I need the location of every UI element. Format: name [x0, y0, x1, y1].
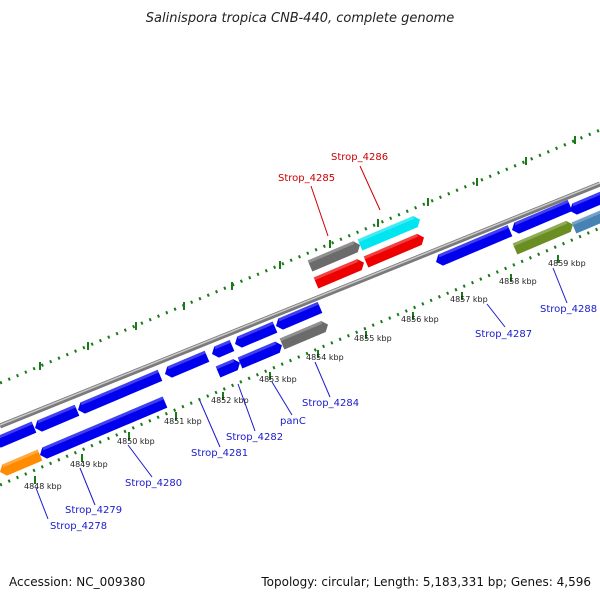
gene-block-f-shape — [235, 321, 278, 348]
gene-label-strop-4280: Strop_4280 — [125, 478, 182, 489]
gene-block-gray-2-highlight — [279, 320, 323, 342]
gene-labels: Strop_4278 Strop_4279 Strop_4280 Strop_4… — [50, 152, 597, 532]
gene-block-b — [35, 404, 80, 432]
gene-block-b-highlight — [37, 404, 76, 424]
gene-label-panc: panC — [280, 416, 306, 427]
gene-label-strop-4281: Strop_4281 — [191, 448, 248, 459]
genome-summary: Topology: circular; Length: 5,183,331 bp… — [260, 575, 591, 589]
gene-block-d-shape — [165, 350, 210, 378]
gene-block-gray-2 — [279, 320, 328, 350]
kbp-label-4853: 4853 kbp — [259, 375, 297, 384]
gene-block-a-highlight — [0, 421, 33, 440]
gene-block-red-1-highlight — [313, 259, 359, 281]
gene-block-c-highlight — [80, 369, 159, 406]
kbp-label-4859: 4859 kbp — [548, 259, 586, 268]
gene-block-c — [78, 369, 163, 414]
major-ticks — [34, 136, 576, 484]
gene-block-h-highlight — [42, 396, 164, 451]
outer-tick-track — [0, 128, 600, 385]
gene-block-i — [215, 359, 240, 378]
gene-block-d — [165, 350, 210, 378]
gene-block-a-shape — [0, 421, 37, 448]
gene-block-l-highlight — [514, 199, 569, 226]
gene-block-g-shape — [276, 301, 323, 330]
kbp-label-4858: 4858 kbp — [499, 277, 537, 286]
gene-block-red-2-shape — [363, 233, 424, 268]
gene-block-olive-highlight — [512, 220, 568, 247]
gene-block-steel — [571, 207, 600, 234]
gene-block-orange-shape — [0, 449, 43, 476]
gene-block-e-shape — [212, 340, 235, 358]
gene-block-i-shape — [215, 359, 240, 378]
kbp-label-4849: 4849 kbp — [70, 460, 108, 469]
gene-block-j-shape — [237, 341, 283, 369]
gene-block-red-1-shape — [313, 259, 365, 289]
kbp-label-4850: 4850 kbp — [117, 437, 155, 446]
gene-block-c-shape — [78, 369, 163, 414]
gene-block-f — [235, 321, 278, 348]
gene-block-a — [0, 421, 37, 448]
gene-label-strop-4282: Strop_4282 — [226, 432, 283, 443]
gene-block-red-2 — [363, 233, 424, 268]
gene-block-b-shape — [35, 404, 80, 432]
gene-label-strop-4278: Strop_4278 — [50, 521, 107, 532]
kbp-label-4855: 4855 kbp — [354, 334, 392, 343]
gene-block-d-highlight — [167, 350, 206, 370]
gene-block-k — [436, 225, 513, 266]
gene-label-strop-4285: Strop_4285 — [278, 173, 335, 184]
gene-block-e-highlight — [214, 340, 231, 350]
gene-label-strop-4286: Strop_4286 — [331, 152, 388, 163]
gene-block-gray-1-highlight — [307, 241, 355, 264]
gene-label-strop-4287: Strop_4287 — [475, 329, 532, 340]
gene-block-steel-shape — [571, 207, 600, 234]
gene-block-j — [237, 341, 283, 369]
gene-block-g-highlight — [278, 301, 319, 322]
gene-block-cyan-highlight — [357, 216, 415, 243]
kbp-label-4848: 4848 kbp — [24, 482, 62, 491]
gene-block-orange — [0, 449, 43, 476]
accession-text: Accession: NC_009380 — [9, 575, 145, 589]
gene-block-orange-highlight — [2, 449, 39, 468]
gene-block-g — [276, 301, 323, 330]
inner-tick-track — [0, 226, 600, 487]
genome-backbone — [0, 181, 600, 429]
gene-label-strop-4284: Strop_4284 — [302, 398, 359, 409]
kbp-label-4852: 4852 kbp — [211, 396, 249, 405]
gene-block-e — [212, 340, 235, 358]
gene-block-red-2-highlight — [363, 233, 419, 260]
gene-block-i-highlight — [215, 359, 235, 370]
kbp-label-4854: 4854 kbp — [306, 353, 344, 362]
gene-block-gray-1-shape — [307, 241, 360, 272]
kbp-label-4851: 4851 kbp — [164, 417, 202, 426]
gene-block-k-highlight — [438, 225, 509, 258]
gene-block-l-shape — [512, 199, 573, 234]
gene-features — [0, 188, 600, 476]
gene-block-l — [512, 199, 573, 234]
gene-block-cyan — [357, 216, 421, 251]
gene-block-j-highlight — [237, 341, 277, 361]
kbp-label-4857: 4857 kbp — [450, 295, 488, 304]
gene-block-m-shape — [570, 188, 600, 215]
kbp-labels: 4848 kbp 4849 kbp 4850 kbp 4851 kbp 4852… — [24, 259, 586, 491]
gene-block-steel-highlight — [571, 207, 600, 226]
gene-label-strop-4288: Strop_4288 — [540, 304, 597, 315]
gene-block-k-shape — [436, 225, 513, 266]
gene-block-gray-1 — [307, 241, 360, 272]
gene-block-f-highlight — [237, 321, 274, 340]
gene-block-gray-2-shape — [279, 320, 328, 350]
gene-label-strop-4279: Strop_4279 — [65, 505, 122, 516]
label-leaders — [35, 165, 568, 520]
gene-block-h — [40, 396, 168, 459]
gene-block-olive-shape — [512, 220, 573, 255]
kbp-label-4856: 4856 kbp — [401, 315, 439, 324]
gene-block-h-shape — [40, 396, 168, 459]
gene-block-cyan-shape — [357, 216, 421, 251]
gene-block-olive — [512, 220, 573, 255]
gene-block-red-1 — [313, 259, 365, 289]
map-title: Salinispora tropica CNB-440, complete ge… — [146, 11, 454, 26]
